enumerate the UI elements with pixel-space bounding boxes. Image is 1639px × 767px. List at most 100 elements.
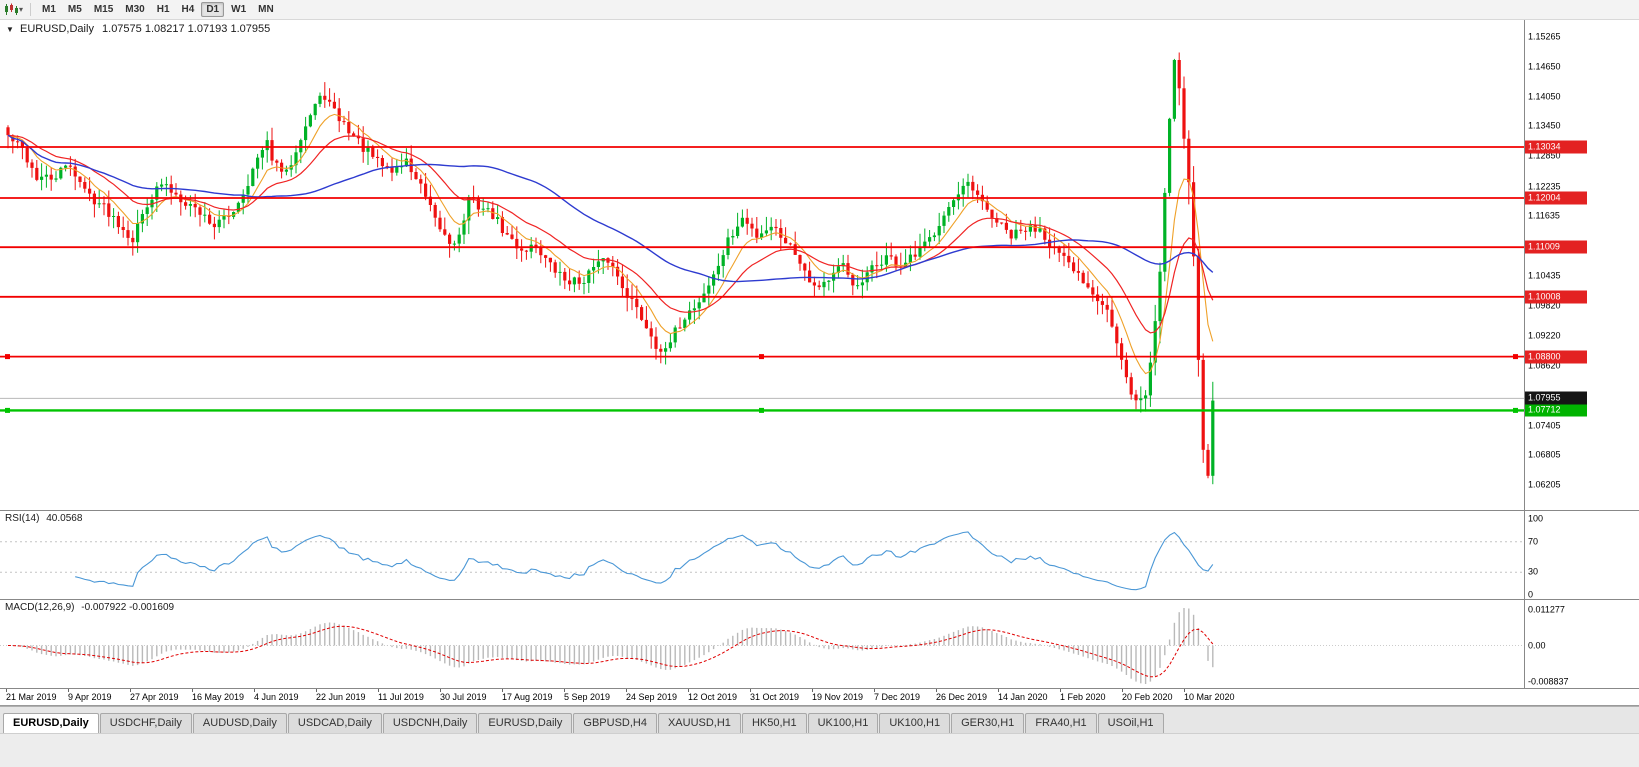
chart-tab-usdcnh-daily-4[interactable]: USDCNH,Daily xyxy=(382,713,478,733)
timeframe-button-h4[interactable]: H4 xyxy=(181,4,195,15)
toolbar-separator xyxy=(30,3,32,16)
timeframe-button-mn[interactable]: MN xyxy=(258,4,274,15)
price-tick: 1.12235 xyxy=(1528,181,1561,192)
chart-symbol-title: EURUSD,Daily xyxy=(19,23,94,35)
status-bar xyxy=(0,733,1639,767)
date-label: 21 Mar 2019 xyxy=(6,692,57,702)
time-tick xyxy=(1122,689,1123,692)
time-tick xyxy=(936,689,937,692)
main-chart-canvas[interactable] xyxy=(0,20,1524,510)
price-tick: 1.09220 xyxy=(1528,330,1561,341)
price-badge-1.08800: 1.08800 xyxy=(1525,350,1587,364)
date-label: 11 Jul 2019 xyxy=(378,692,424,702)
timeframe-button-w1[interactable]: W1 xyxy=(231,4,247,15)
macd-canvas[interactable] xyxy=(0,600,1524,688)
date-label: 20 Feb 2020 xyxy=(1122,692,1173,702)
price-tick: 1.11635 xyxy=(1528,210,1560,221)
rsi-line xyxy=(75,531,1214,591)
chart-tab-xauusd-h1-7[interactable]: XAUUSD,H1 xyxy=(657,713,741,733)
main-price-axis[interactable]: 1.15265 1.14650 1.14050 1.13450 1.12850 1.122… xyxy=(1524,20,1639,510)
main-chart-panel[interactable]: ▼ EURUSD,Daily 1.07575 1.08217 1.07193 1… xyxy=(0,20,1639,511)
macd-panel[interactable]: MACD(12,26,9) -0.007922 -0.001609 0.0112… xyxy=(0,600,1639,689)
line-handle xyxy=(1513,354,1518,360)
timeframe-button-d1[interactable]: D1 xyxy=(201,2,225,17)
timeframe-button-m5[interactable]: M5 xyxy=(67,4,82,15)
date-label: 31 Oct 2019 xyxy=(750,692,800,702)
chart-tab-hk50-h1-8[interactable]: HK50,H1 xyxy=(741,713,807,733)
time-tick xyxy=(874,689,875,692)
ma-sma-50 xyxy=(7,134,1214,283)
time-tick xyxy=(812,689,813,692)
chart-type-dropdown[interactable]: ▾ xyxy=(4,3,23,16)
time-tick xyxy=(564,689,565,692)
macd-tick: 0.011277 xyxy=(1528,604,1565,615)
date-label: 19 Nov 2019 xyxy=(812,692,864,702)
chart-tab-fra40-h1-12[interactable]: FRA40,H1 xyxy=(1025,713,1097,733)
chart-tab-usdcad-daily-3[interactable]: USDCAD,Daily xyxy=(287,713,382,733)
timeframe-toolbar: M1 M5 M15 M30 H1 H4 D1 W1 MN xyxy=(36,2,280,17)
price-tick: 1.06805 xyxy=(1528,449,1561,460)
time-tick xyxy=(440,689,441,692)
date-label: 1 Feb 2020 xyxy=(1060,692,1106,702)
time-tick xyxy=(378,689,379,692)
rsi-tick: 0 xyxy=(1528,589,1534,600)
time-axis[interactable]: 21 Mar 2019 9 Apr 2019 27 Apr 2019 16 May 2… xyxy=(0,689,1639,706)
rsi-value: 40.0568 xyxy=(46,513,83,524)
line-handle xyxy=(5,407,10,413)
chart-tabs-bar: EURUSD,Daily USDCHF,Daily AUDUSD,Daily USDC… xyxy=(0,706,1639,733)
rsi-label-row: RSI(14) 40.0568 xyxy=(5,513,82,524)
time-tick xyxy=(502,689,503,692)
time-tick xyxy=(6,689,7,692)
rsi-indicator-label: RSI(14) xyxy=(5,513,40,524)
candles-layer xyxy=(6,52,1215,485)
chart-tab-eurusd-daily-5[interactable]: EURUSD,Daily xyxy=(478,713,573,733)
chart-tab-gbpusd-h4-6[interactable]: GBPUSD,H4 xyxy=(573,713,657,733)
price-tick: 1.06205 xyxy=(1528,479,1561,490)
timeframe-button-m15[interactable]: M15 xyxy=(93,4,114,15)
chart-tab-uk100-h1-10[interactable]: UK100,H1 xyxy=(879,713,951,733)
ma-ema-20 xyxy=(7,134,1214,334)
macd-axis[interactable]: 0.011277 0.00 -0.008837 xyxy=(1524,600,1639,688)
chart-tab-eurusd-daily-0[interactable]: EURUSD,Daily xyxy=(3,713,99,733)
time-tick xyxy=(998,689,999,692)
time-tick xyxy=(68,689,69,692)
time-tick xyxy=(750,689,751,692)
date-label: 14 Jan 2020 xyxy=(998,692,1048,702)
date-label: 9 Apr 2019 xyxy=(68,692,112,702)
macd-indicator-label: MACD(12,26,9) xyxy=(5,602,75,613)
price-tick: 1.07405 xyxy=(1528,420,1561,431)
horizontal-lines-layer xyxy=(0,146,1524,413)
chart-title-overlay: ▼ EURUSD,Daily 1.07575 1.08217 1.07193 1… xyxy=(6,23,270,35)
date-label: 16 May 2019 xyxy=(192,692,245,702)
line-handle xyxy=(759,354,764,360)
timeframe-button-m30[interactable]: M30 xyxy=(125,4,145,15)
moving-averages-layer xyxy=(7,113,1214,375)
date-label: 26 Dec 2019 xyxy=(936,692,988,702)
price-tick: 1.08620 xyxy=(1528,360,1561,370)
timeframe-button-m1[interactable]: M1 xyxy=(42,4,56,15)
price-tick: 1.09820 xyxy=(1528,300,1561,311)
date-label: 22 Jun 2019 xyxy=(316,692,366,702)
rsi-tick: 70 xyxy=(1528,536,1539,547)
chart-tab-usdchf-daily-1[interactable]: USDCHF,Daily xyxy=(99,713,192,733)
price-tick: 1.14050 xyxy=(1528,91,1561,102)
timeframe-button-h1[interactable]: H1 xyxy=(156,4,170,15)
price-badge-1.10008: 1.10008 xyxy=(1525,290,1587,304)
collapse-arrow-icon[interactable]: ▼ xyxy=(6,25,14,34)
date-label: 17 Aug 2019 xyxy=(502,692,553,702)
chart-tab-usoil-h1-13[interactable]: USOil,H1 xyxy=(1097,713,1164,733)
macd-values: -0.007922 -0.001609 xyxy=(81,602,175,613)
time-tick xyxy=(626,689,627,692)
date-label: 30 Jul 2019 xyxy=(440,692,487,702)
chart-tab-audusd-daily-2[interactable]: AUDUSD,Daily xyxy=(192,713,287,733)
rsi-axis[interactable]: 100 70 30 0 xyxy=(1524,511,1639,599)
date-label: 7 Dec 2019 xyxy=(874,692,921,702)
price-tick: 1.15265 xyxy=(1528,31,1561,42)
rsi-panel[interactable]: RSI(14) 40.0568 100 70 30 0 xyxy=(0,511,1639,600)
price-badge-1.07712: 1.07712 xyxy=(1525,403,1587,417)
chart-tab-uk100-h1-9[interactable]: UK100,H1 xyxy=(807,713,879,733)
chart-tab-ger30-h1-11[interactable]: GER30,H1 xyxy=(951,713,1025,733)
rsi-canvas[interactable] xyxy=(0,511,1524,599)
rsi-tick: 100 xyxy=(1528,513,1544,524)
